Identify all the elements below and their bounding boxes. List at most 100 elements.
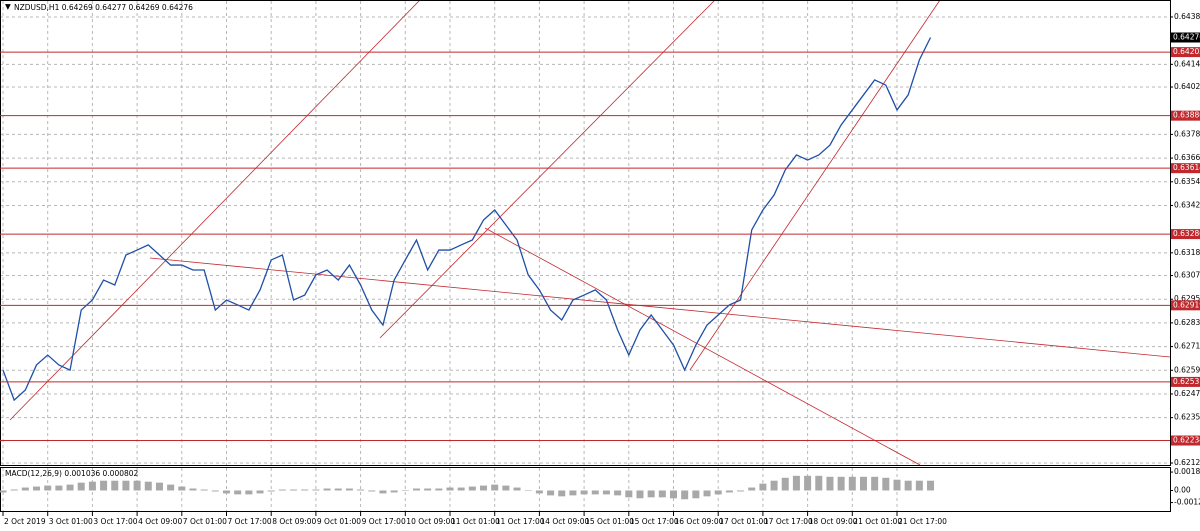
macd-bar: [234, 490, 242, 495]
macd-bar: [368, 490, 376, 492]
macd-bar: [312, 489, 320, 491]
y-tick-label: -0.001236: [1174, 498, 1200, 507]
macd-bar: [781, 477, 789, 491]
y-tick-label: 0.64025: [1174, 82, 1200, 91]
macd-bar: [155, 482, 163, 491]
trend-line: [9, 0, 421, 421]
trend-line: [689, 0, 941, 371]
y-tick-label: 0.63545: [1174, 177, 1200, 186]
macd-bar: [100, 480, 108, 491]
macd-bar: [88, 481, 96, 491]
macd-bar: [547, 490, 555, 496]
macd-bar: [725, 490, 733, 493]
macd-bar: [424, 488, 432, 491]
macd-bar: [111, 480, 119, 491]
macd-bar: [502, 485, 510, 491]
level-label-box: [1171, 47, 1200, 58]
macd-bar: [513, 487, 521, 491]
macd-bar: [345, 488, 353, 491]
macd-bar: [435, 488, 443, 491]
macd-bar: [278, 489, 286, 491]
x-tick-label: 11 Oct 17:00: [496, 517, 545, 526]
macd-bar: [714, 490, 722, 495]
x-tick-label: 15 Oct 17:00: [630, 517, 679, 526]
macd-bar: [737, 490, 745, 492]
trend-line: [379, 0, 716, 339]
macd-bar: [401, 490, 409, 491]
macd-bar: [748, 487, 756, 491]
macd-bar: [759, 483, 767, 491]
macd-bar: [66, 484, 74, 491]
x-tick-label: 14 Oct 09:00: [540, 517, 589, 526]
macd-bar: [0, 490, 7, 493]
macd-bar: [334, 488, 342, 491]
macd-bar: [535, 490, 543, 494]
x-tick-label: 8 Oct 09:00: [272, 517, 316, 526]
macd-bar: [602, 490, 610, 495]
level-label-box: [1171, 435, 1200, 446]
macd-bar: [770, 480, 778, 491]
last-price-label: 0.64276: [1173, 33, 1200, 42]
macd-bar: [848, 476, 856, 491]
macd-bar: [569, 490, 577, 496]
macd-bar: [580, 490, 588, 495]
macd-bar: [703, 490, 711, 497]
macd-bar: [33, 486, 41, 491]
macd-bar: [301, 489, 309, 491]
macd-bar: [144, 481, 152, 491]
y-tick-label: 0.63185: [1174, 248, 1200, 257]
level-label: 0.62531: [1173, 377, 1200, 386]
level-label: 0.63614: [1173, 163, 1200, 172]
macd-bar: [457, 487, 465, 491]
price-line: [2, 37, 932, 402]
macd-bar: [10, 489, 18, 491]
macd-bar: [558, 490, 566, 497]
macd-bar: [804, 475, 812, 491]
macd-bar: [133, 480, 141, 491]
level-label: 0.62919: [1173, 300, 1200, 309]
macd-bar: [189, 488, 197, 491]
x-tick-label: 7 Oct 17:00: [228, 517, 272, 526]
level-label-box: [1171, 376, 1200, 387]
macd-bar: [323, 488, 331, 491]
macd-bar: [636, 490, 644, 499]
macd-bar: [480, 485, 488, 491]
macd-bar: [211, 490, 219, 492]
level-label-box: [1171, 229, 1200, 240]
macd-bar: [55, 485, 63, 491]
macd-bar: [446, 487, 454, 491]
level-label-box: [1171, 300, 1200, 311]
level-label: 0.64202: [1173, 47, 1200, 56]
x-tick-label: 9 Oct 17:00: [362, 517, 406, 526]
plot-area: [0, 1, 1170, 511]
macd-bar: [491, 484, 499, 491]
macd-bar: [178, 486, 186, 491]
macd-bar: [167, 484, 175, 491]
macd-bar: [77, 482, 85, 491]
x-tick-label: 15 Oct 01:00: [585, 517, 634, 526]
macd-bar: [44, 485, 52, 491]
macd-bar: [692, 490, 700, 499]
level-label-box: [1171, 163, 1200, 174]
macd-bar: [200, 489, 208, 491]
macd-bar: [625, 490, 633, 498]
macd-bar: [893, 479, 901, 491]
macd-bar: [412, 488, 420, 491]
macd-bar: [290, 489, 298, 491]
macd-bar: [859, 476, 867, 491]
menu-arrow[interactable]: ▼: [5, 2, 11, 11]
y-tick-label: 0.63785: [1174, 129, 1200, 138]
macd-bar: [871, 476, 879, 491]
x-tick-label: 16 Oct 09:00: [675, 517, 724, 526]
